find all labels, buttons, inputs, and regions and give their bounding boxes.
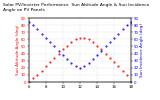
Y-axis label: Sun Incidence Angle (deg): Sun Incidence Angle (deg) (140, 23, 144, 77)
Y-axis label: Sun Altitude Angle (deg): Sun Altitude Angle (deg) (16, 25, 20, 75)
Text: Solar PV/Inverter Performance  Sun Altitude Angle & Sun Incidence Angle on PV Pa: Solar PV/Inverter Performance Sun Altitu… (3, 3, 150, 12)
